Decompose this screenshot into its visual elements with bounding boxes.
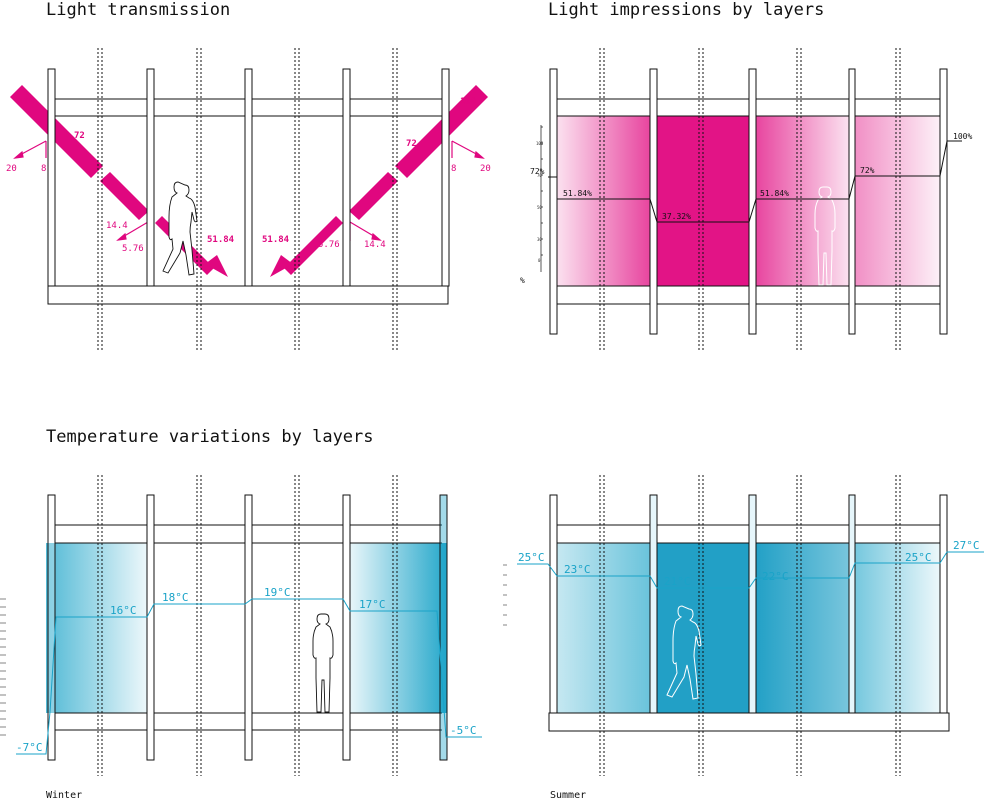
winter-temp-layer-4: 17°C [359, 598, 386, 611]
svg-text:100: 100 [536, 141, 544, 146]
label-right-after2: 51.84 [262, 235, 290, 245]
svg-text:50: 50 [537, 205, 542, 210]
title-light-transmission: Light transmission [46, 0, 230, 20]
title-light-impressions: Light impressions by layers [548, 0, 824, 20]
panel-light-impressions: 100 70 50 30 0 % 72% 51.84% 37.32% 51.84… [520, 48, 972, 350]
summer-temp-outside-left: 25°C [518, 551, 545, 564]
caption-winter: Winter [46, 790, 82, 800]
winter-band-left [46, 543, 147, 713]
impression-value-2: 51.84% [563, 189, 592, 198]
summer-temp-layer-1: 23°C [564, 563, 591, 576]
winter-temp-layer-2: 18°C [162, 591, 189, 604]
impression-value-1: 72% [530, 167, 545, 176]
svg-text:0: 0 [538, 258, 541, 263]
scale-unit: % [520, 276, 525, 285]
impression-value-3: 37.32% [662, 212, 691, 221]
summer-temp-layer-2: 21°C [664, 575, 691, 588]
light-beams-left [10, 85, 228, 277]
winter-temp-outside-right: -5°C [450, 724, 477, 737]
panel-temperature-summer: 25°C 23°C 21°C 22°C 25°C 27°C [503, 475, 984, 776]
title-temperature: Temperature variations by layers [46, 427, 374, 447]
band-layer-4 [855, 116, 940, 286]
winter-band-right [350, 543, 447, 713]
svg-text:70: 70 [537, 173, 542, 178]
panel-light-transmission: 100 72 20 8 14.4 5.76 51.84 100 72 20 8 … [6, 48, 491, 350]
label-left-abs2: 5.76 [122, 244, 144, 254]
impression-value-5: 72% [860, 166, 875, 175]
label-left-after1: 72 [74, 131, 85, 141]
winter-temp-layer-1: 16°C [110, 604, 137, 617]
person-outline-summer [666, 605, 702, 700]
impression-value-6: 100% [953, 132, 972, 141]
summer-temp-layer-4: 25°C [905, 551, 932, 564]
summer-temperature-line [517, 551, 984, 589]
label-right-refl1: 20 [480, 164, 491, 174]
winter-temperature-line [16, 598, 482, 755]
label-left-refl1: 20 [6, 164, 17, 174]
svg-text:30: 30 [537, 237, 542, 242]
label-right-abs2: 5.76 [318, 240, 340, 250]
summer-band-4 [855, 543, 940, 713]
label-right-refl2: 14.4 [364, 240, 386, 250]
person-silhouette-winter [312, 613, 334, 713]
summer-band-3 [756, 543, 849, 713]
label-right-in: 100 [460, 97, 476, 107]
label-right-abs1: 8 [451, 164, 456, 174]
summer-temp-outside-right: 27°C [953, 539, 980, 552]
summer-temp-layer-3: 22°C [762, 570, 789, 583]
label-right-after1: 72 [406, 139, 417, 149]
label-left-refl2: 14.4 [106, 221, 128, 231]
winter-temp-layer-3: 19°C [264, 586, 291, 599]
label-left-after2: 51.84 [207, 235, 235, 245]
person-silhouette [162, 181, 198, 276]
person-outline [814, 186, 836, 286]
winter-temp-outside-left: -7°C [16, 741, 43, 754]
impression-profile-line [548, 140, 962, 223]
caption-summer: Summer [550, 790, 586, 800]
band-layer-3 [756, 116, 849, 286]
impression-value-4: 51.84% [760, 189, 789, 198]
label-left-in: 100 [18, 97, 34, 107]
panel-temperature-winter: -7°C 16°C 18°C 19°C 17°C -5°C [0, 475, 482, 776]
label-left-abs1: 8 [41, 164, 46, 174]
